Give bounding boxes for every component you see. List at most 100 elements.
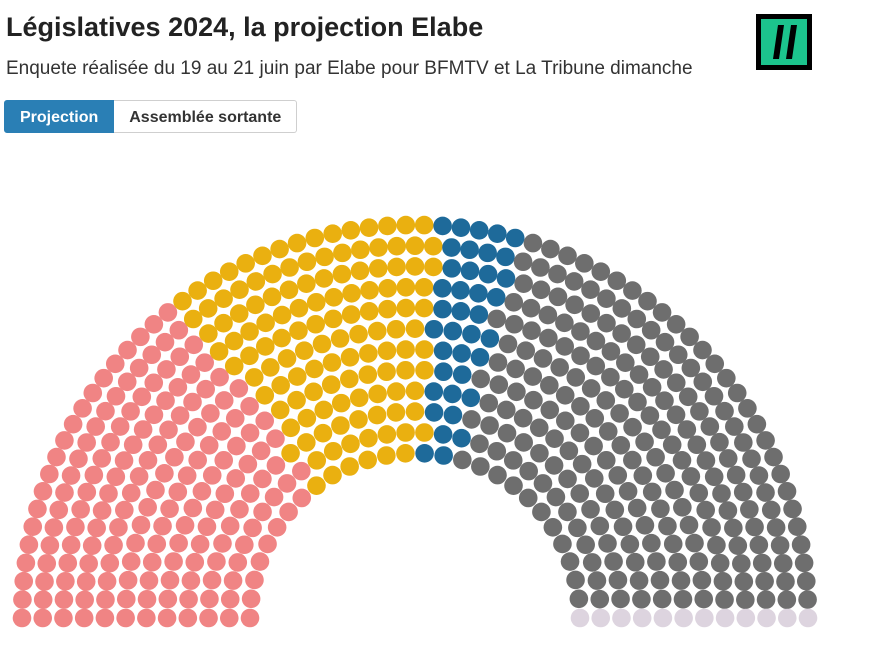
seat-group-1 [87,518,106,538]
seat-group-2 [423,236,443,256]
seat-group-4 [503,451,523,470]
seat-group-1 [116,608,135,628]
seat-group-1 [58,553,78,573]
seat-group-2 [396,443,415,463]
seat-group-5 [757,608,776,628]
seat-group-2 [387,257,406,277]
seat-group-1 [121,483,141,503]
seat-group-4 [548,264,567,284]
seat-group-2 [281,443,300,463]
seat-group-4 [514,274,533,293]
seat-group-2 [281,418,301,438]
seat-group-4 [487,309,507,329]
seat-group-2 [350,261,370,281]
seat-group-4 [696,500,715,520]
seat-group-1 [96,401,115,421]
seat-group-4 [747,414,767,434]
seat-group-2 [173,291,192,311]
seat-group-2 [323,309,343,329]
seat-group-3 [443,384,462,404]
seat-group-2 [386,382,406,401]
seat-group-2 [341,305,361,324]
seat-group-4 [533,349,553,368]
seat-group-2 [367,321,387,341]
seat-group-2 [396,360,415,380]
seat-group-1 [23,517,43,536]
tab-projection[interactable]: Projection [4,100,115,133]
seat-group-4 [727,383,747,403]
seat-group-2 [415,423,434,442]
seat-group-4 [791,535,811,555]
seat-group-1 [49,500,69,520]
seat-group-1 [69,449,88,469]
seat-group-2 [349,388,369,408]
seat-group-4 [558,469,577,489]
seat-group-4 [601,367,620,387]
seat-group-2 [360,281,379,300]
seat-group-1 [250,552,270,571]
seat-group-4 [734,433,753,452]
seat-group-2 [332,264,352,284]
seat-group-1 [115,500,134,520]
seat-group-2 [294,341,314,360]
tab-assemblee-sortante[interactable]: Assemblée sortante [114,100,298,133]
seat-group-4 [696,451,716,470]
seat-group-1 [44,518,64,537]
seat-group-4 [571,322,590,341]
seat-group-3 [424,382,444,401]
seat-group-1 [33,482,53,501]
seat-group-1 [188,417,207,437]
seat-group-1 [54,608,73,628]
seat-group-1 [264,487,284,507]
seat-group-1 [201,404,220,423]
seat-group-1 [40,536,60,555]
seat-group-2 [280,258,299,277]
seat-group-2 [297,274,316,293]
seat-group-1 [153,516,172,536]
seat-group-3 [433,425,453,444]
seat-group-1 [74,608,94,628]
seat-group-4 [715,401,734,421]
seat-group-4 [718,449,738,468]
seat-group-4 [633,466,653,485]
seat-group-4 [724,518,743,538]
seat-group-1 [169,320,189,340]
seat-group-4 [740,500,759,519]
seat-group-4 [656,464,675,483]
seat-group-4 [668,552,688,572]
seat-group-1 [97,572,117,591]
seat-group-4 [718,501,738,520]
seat-group-4 [555,313,574,333]
seat-group-4 [596,391,616,410]
seat-group-4 [685,533,704,553]
seat-group-1 [197,517,217,537]
seat-group-1 [13,590,32,609]
seat-group-4 [787,517,807,536]
seat-group-1 [63,414,83,434]
seat-group-2 [246,272,266,291]
seat-group-2 [314,269,334,288]
seat-group-1 [253,469,272,489]
seat-group-2 [340,369,359,389]
seat-group-1 [168,378,188,397]
seat-group-4 [613,517,633,537]
seat-group-2 [396,215,416,235]
seat-group-2 [378,279,397,298]
seat-group-3 [424,319,444,339]
seat-group-1 [267,518,287,537]
seat-group-4 [497,423,517,443]
seat-group-1 [76,572,96,591]
seat-group-1 [255,411,275,431]
seat-group-1 [235,535,254,555]
seat-group-4 [690,402,709,421]
seat-group-4 [783,499,802,519]
seat-group-4 [629,365,649,384]
seat-group-4 [541,239,560,259]
seat-group-4 [596,450,616,470]
seat-group-4 [480,416,499,435]
seat-group-2 [236,254,255,273]
seat-group-2 [279,280,299,300]
seat-group-4 [687,435,707,455]
seat-group-4 [546,487,566,507]
seat-group-1 [160,499,179,519]
